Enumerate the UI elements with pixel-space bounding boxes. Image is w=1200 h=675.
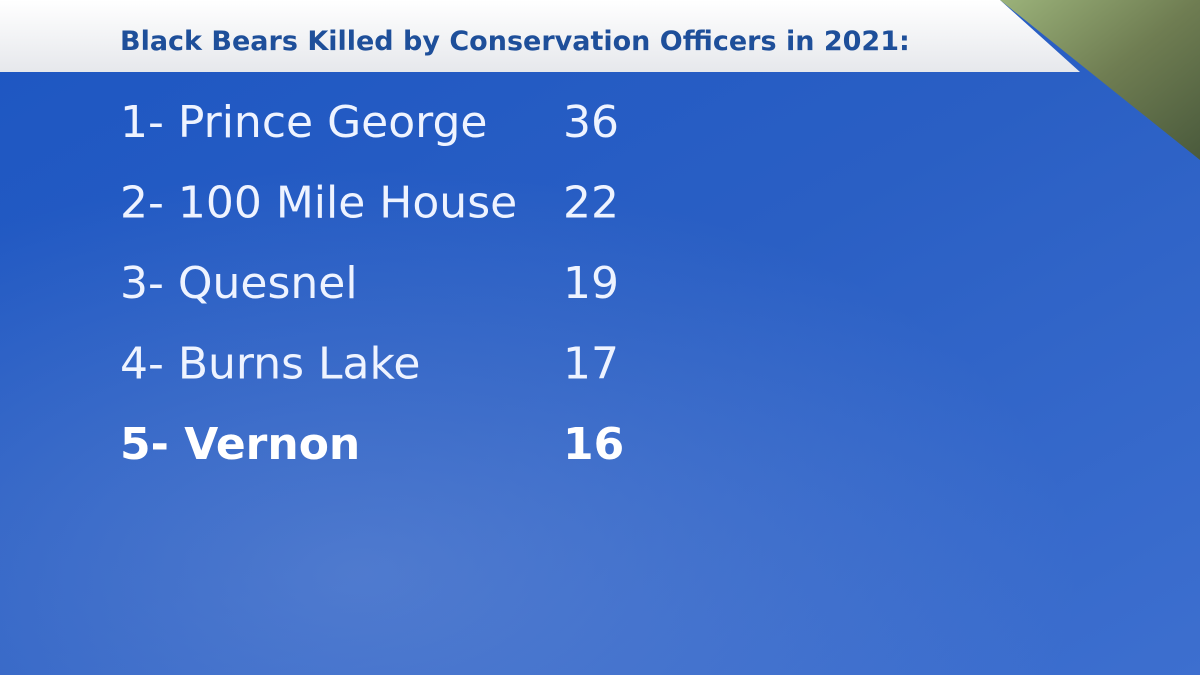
- row-label: 5- Vernon: [120, 419, 360, 470]
- title: Black Bears Killed by Conservation Offic…: [120, 26, 910, 57]
- list-row: 1- Prince George 36: [120, 97, 619, 148]
- row-value: 36: [563, 97, 619, 148]
- list: 1- Prince George 36 2- 100 Mile House 22 3- …: [120, 97, 624, 470]
- list-row: 3- Quesnel 19: [120, 258, 619, 309]
- row-label: 1- Prince George: [120, 97, 487, 148]
- row-label: 3- Quesnel: [120, 258, 358, 309]
- row-label: 4- Burns Lake: [120, 339, 421, 390]
- row-label: 2- 100 Mile House: [120, 178, 517, 229]
- title-banner: [0, 0, 1080, 72]
- row-value: 22: [563, 178, 619, 229]
- row-value: 17: [563, 339, 619, 390]
- row-value: 19: [563, 258, 619, 309]
- list-row: 4- Burns Lake 17: [120, 339, 619, 390]
- photo-corner: [1000, 0, 1200, 160]
- list-row: 2- 100 Mile House 22: [120, 178, 619, 229]
- row-value: 16: [563, 419, 624, 470]
- list-row: 5- Vernon 16: [120, 419, 624, 470]
